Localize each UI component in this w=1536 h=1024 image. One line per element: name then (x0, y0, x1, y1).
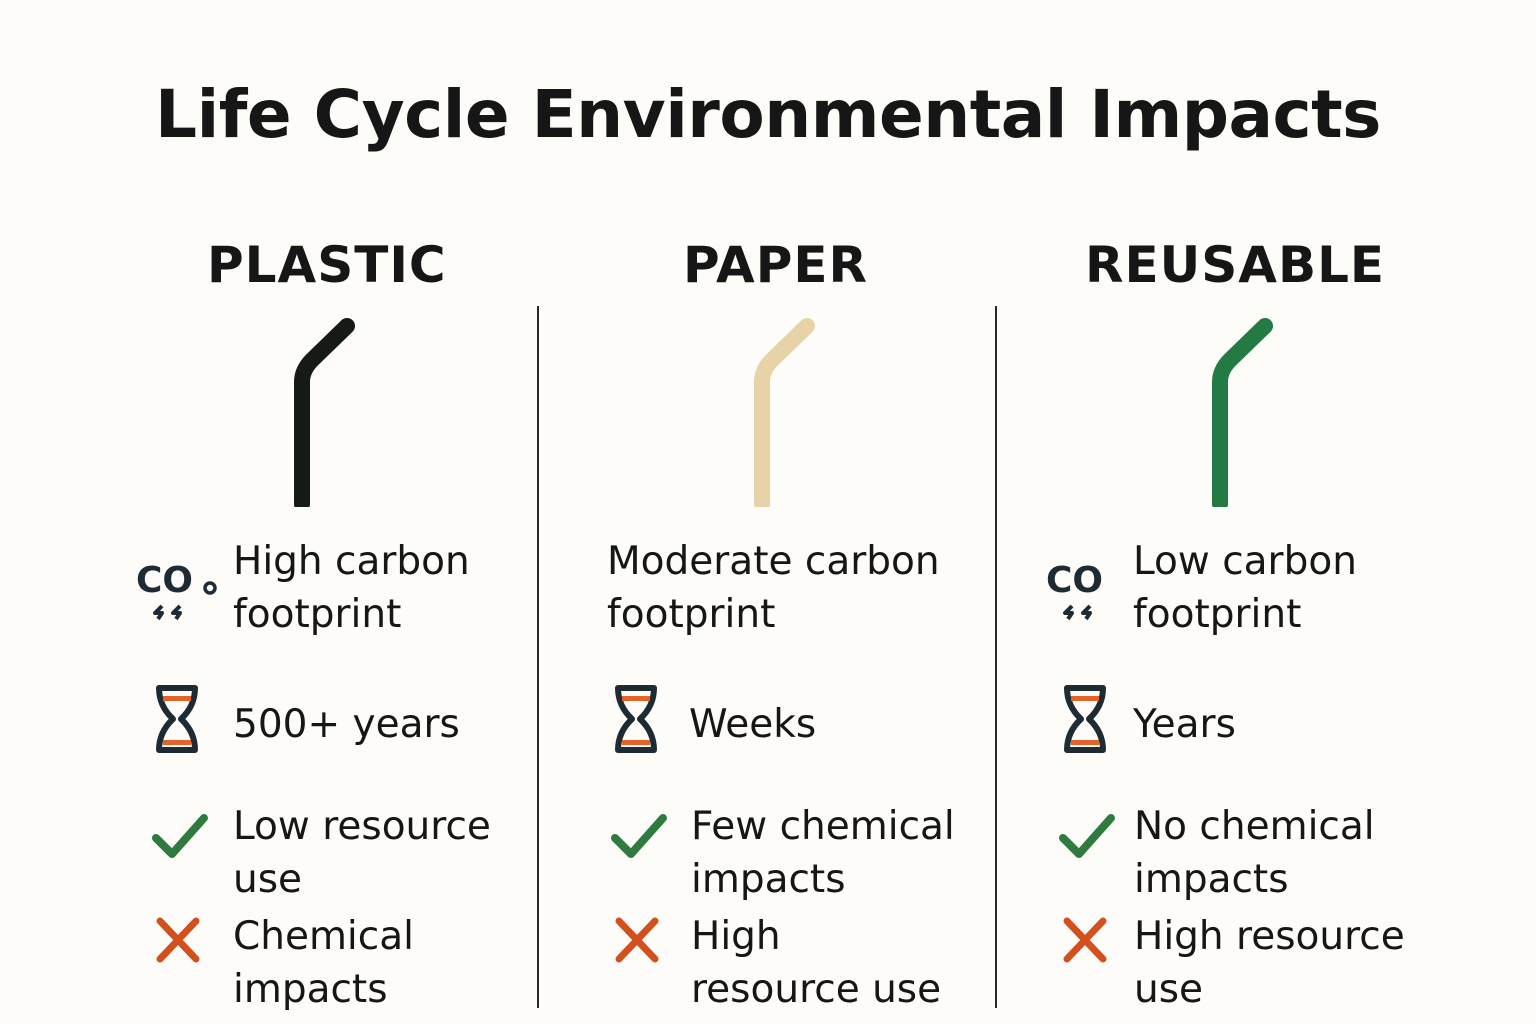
text-line: impacts (233, 967, 388, 1012)
co2-icon: CO (1046, 560, 1103, 621)
decomposition-time-text: Years (1133, 702, 1236, 747)
hourglass-icon (1064, 685, 1106, 753)
carbon-footprint-text: Moderate carbon footprint (607, 535, 940, 641)
text-line: Moderate carbon (607, 539, 940, 584)
column-divider (995, 306, 997, 1008)
plastic-straw-icon (294, 318, 355, 507)
text-line: impacts (1134, 857, 1289, 902)
text-line: footprint (1133, 592, 1302, 637)
carbon-footprint-text: High carbon footprint (233, 535, 470, 641)
negative-impact-text: High resource use (1134, 910, 1405, 1016)
page-title: Life Cycle Environmental Impacts (155, 76, 1381, 153)
text-line: footprint (233, 592, 402, 637)
hourglass-icon (156, 685, 198, 753)
reusable-straw-icon (1212, 318, 1273, 507)
positive-impact-text: No chemical impacts (1134, 800, 1375, 906)
text-line: No chemical (1134, 804, 1375, 849)
text-line: High resource (1134, 914, 1405, 959)
co2-icon: CO (136, 560, 217, 621)
column-heading: REUSABLE (1085, 236, 1386, 294)
text-line: Chemical (233, 914, 414, 959)
text-line: High (691, 914, 781, 959)
text-line: use (233, 857, 303, 902)
column-heading: PAPER (683, 236, 869, 294)
column-heading: PLASTIC (207, 236, 447, 294)
check-icon (611, 814, 667, 858)
cross-icon (156, 917, 200, 963)
text-line: footprint (607, 592, 776, 637)
column-plastic: PLASTIC CO High carbon footprint 500+ ye… (0, 0, 537, 1024)
text-line: Low resource (233, 804, 491, 849)
positive-impact-text: Few chemical impacts (691, 800, 955, 906)
text-line: resource use (691, 967, 942, 1012)
svg-text:CO: CO (1046, 560, 1103, 601)
check-icon (1059, 814, 1115, 858)
decomposition-time-text: Weeks (689, 702, 817, 747)
column-paper: PAPER Moderate carbon footprint Weeks Fe… (607, 236, 955, 1016)
cross-icon (615, 917, 659, 963)
svg-text:CO: CO (136, 560, 193, 601)
text-line: use (1134, 967, 1204, 1012)
paper-straw-icon (754, 318, 815, 507)
column-divider (537, 306, 539, 1008)
carbon-footprint-text: Low carbon footprint (1133, 535, 1357, 641)
positive-impact-text: Low resource use (233, 800, 491, 906)
negative-impact-text: High resource use (691, 910, 941, 1016)
text-line: Few chemical (691, 804, 955, 849)
negative-impact-text: Chemical impacts (233, 910, 414, 1016)
decomposition-time-text: 500+ years (233, 702, 460, 747)
cross-icon (1063, 917, 1107, 963)
check-icon (152, 814, 208, 858)
text-line: impacts (691, 857, 846, 902)
text-line: Low carbon (1133, 539, 1357, 584)
hourglass-icon (615, 685, 657, 753)
text-line: High carbon (233, 539, 470, 584)
